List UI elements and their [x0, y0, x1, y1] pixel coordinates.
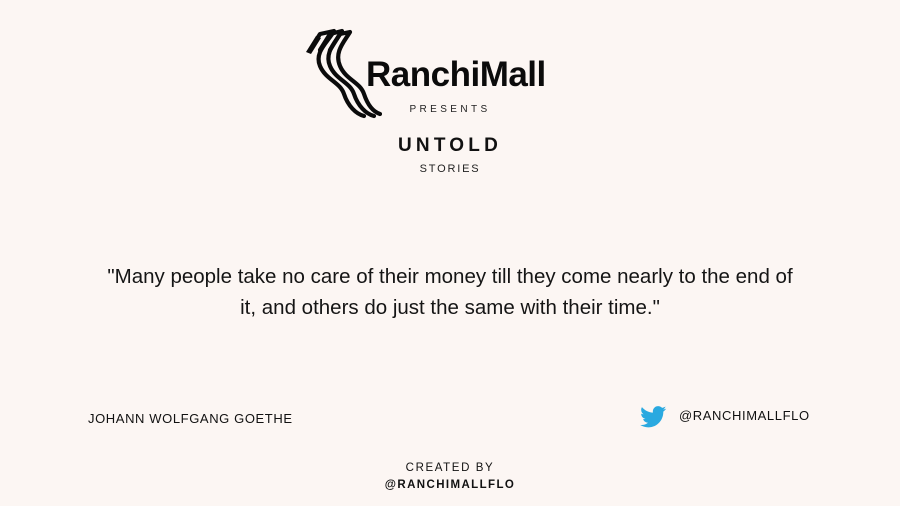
quote-author: JOHANN WOLFGANG GOETHE	[88, 411, 293, 426]
twitter-handle: @RANCHIMALLFLO	[679, 407, 810, 423]
brand-header: RanchiMall	[300, 28, 600, 123]
presents-label: PRESENTS	[409, 104, 491, 115]
series-title: UNTOLD	[397, 135, 502, 156]
ranchimall-logo-icon	[306, 28, 382, 119]
created-by-label: CREATED BY	[405, 462, 495, 474]
twitter-icon	[640, 406, 667, 428]
created-by-handle: @RANCHIMALLFLO	[384, 479, 516, 491]
series-subtitle: STORIES	[419, 163, 481, 175]
brand-name: RanchiMall	[366, 55, 546, 94]
quote-text: "Many people take no care of their money…	[107, 265, 793, 319]
twitter-link[interactable]: @RANCHIMALLFLO	[640, 404, 810, 430]
